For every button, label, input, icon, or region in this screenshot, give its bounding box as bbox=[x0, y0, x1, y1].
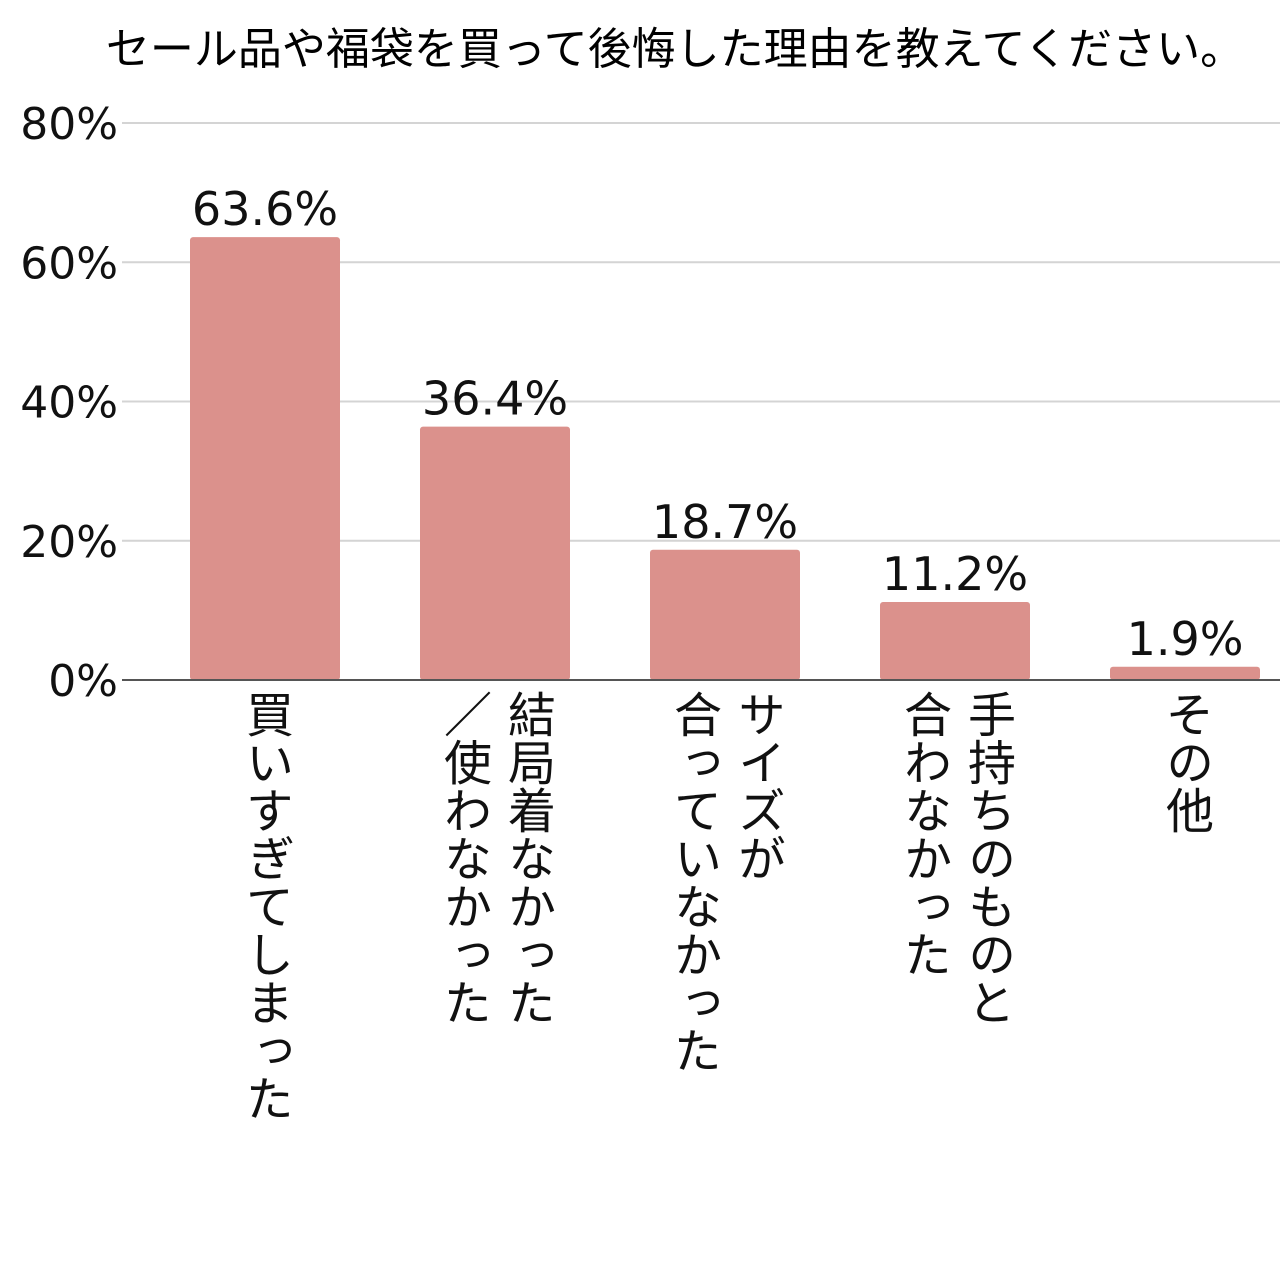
category-label-line: 結局着なかった bbox=[499, 690, 555, 1026]
bars bbox=[190, 237, 1260, 680]
category-label-line: ／使わなかった bbox=[435, 690, 491, 1026]
category-label: 買いすぎてしまった bbox=[237, 690, 293, 1122]
category-label-line: 手持ちのものと bbox=[959, 690, 1015, 1026]
category-label-line: 合っていなかった bbox=[665, 690, 721, 1074]
data-label: 18.7% bbox=[652, 495, 798, 549]
y-tick-label: 80% bbox=[20, 99, 118, 150]
data-label: 63.6% bbox=[192, 182, 338, 236]
y-tick-label: 20% bbox=[20, 517, 118, 568]
bar bbox=[650, 549, 800, 680]
category-label-line: サイズが bbox=[729, 690, 785, 882]
data-label: 1.9% bbox=[1127, 612, 1244, 666]
category-label: その他 bbox=[1157, 690, 1214, 834]
bar bbox=[880, 602, 1030, 680]
data-label: 36.4% bbox=[422, 372, 568, 426]
bar bbox=[190, 237, 340, 680]
chart-title: セール品や福袋を買って後悔した理由を教えてください。 bbox=[106, 24, 1244, 75]
y-tick-label: 60% bbox=[20, 238, 118, 289]
y-tick-label: 0% bbox=[48, 656, 118, 707]
category-label-line: 買いすぎてしまった bbox=[237, 690, 293, 1122]
category-label: 結局着なかった／使わなかった bbox=[435, 690, 555, 1026]
bar bbox=[1110, 666, 1260, 680]
y-axis-ticks: 0% 20% 40% 60% 80% bbox=[20, 99, 118, 707]
data-labels: 63.6% 36.4% 18.7% 11.2% 1.9% bbox=[192, 182, 1244, 666]
category-label-line: 合わなかった bbox=[895, 690, 951, 978]
y-tick-label: 40% bbox=[20, 378, 118, 429]
bar bbox=[420, 426, 570, 680]
category-label-line: その他 bbox=[1157, 690, 1214, 834]
data-label: 11.2% bbox=[882, 547, 1028, 601]
